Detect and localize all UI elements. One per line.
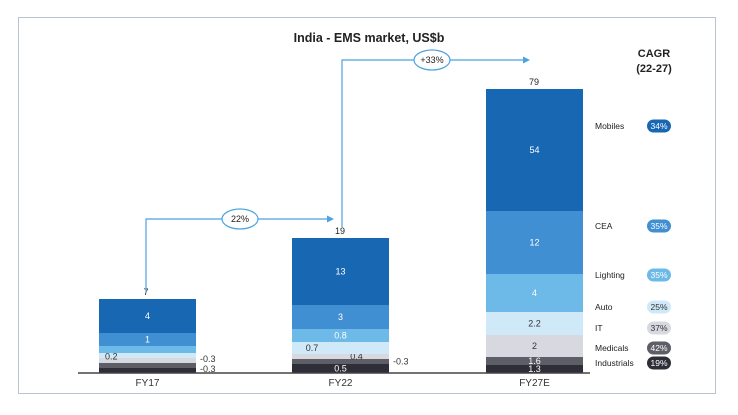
cagr-subtitle: (22-27) [636,63,672,75]
cagr-pill-it [647,321,671,335]
bar-segment-industrials-fy22 [292,364,389,373]
bar-segment-it-fy27e [486,335,583,357]
bar-segment-it-fy17 [99,358,196,363]
cagr-value-auto: 25% [650,302,667,312]
cagr-value-cea: 35% [650,221,667,231]
legend-label-mobiles: Mobiles [595,121,624,131]
legend-label-auto: Auto [595,302,613,312]
bar-segment-industrials-fy17 [99,368,196,373]
cagr-pill-mobiles [647,119,671,133]
bar-segment-mobiles-fy27e [486,89,583,211]
bar-segment-it-fy22 [292,354,389,359]
segment-label-cea-fy17: 1 [145,335,150,345]
chart-title: India - EMS market, US$b [294,31,445,45]
cagr-pill-auto [647,300,671,314]
bar-segment-medicals-fy17 [99,363,196,368]
cagr-value-lighting: 35% [650,270,667,280]
segment-label-medicals-fy17: -0.3 [200,354,216,364]
segment-label-cea-fy27e: 12 [529,238,539,248]
bar-segment-cea-fy17 [99,333,196,346]
growth-badge-2 [413,49,451,71]
legend-label-cea: CEA [595,221,613,231]
bar-segment-lighting-fy17 [99,346,196,353]
segment-label-mobiles-fy22: 13 [335,267,345,277]
bar-segment-lighting-fy22 [292,329,389,342]
segment-label-it-fy22: 0.4 [350,352,363,362]
bar-total-fy27e: 79 [529,77,539,87]
bar-segment-auto-fy17 [99,353,196,358]
bar-segment-industrials-fy27e [486,365,583,373]
segment-label-mobiles-fy17: 4 [145,311,150,321]
bar-segment-medicals-fy22 [292,359,389,364]
segment-label-lighting-fy27e: 4 [532,288,537,298]
bar-segment-medicals-fy27e [486,357,583,365]
segment-label-lighting-fy22: 0.8 [334,331,347,341]
bar-segment-lighting-fy27e [486,274,583,312]
legend-label-medicals: Medicals [595,343,629,353]
segment-label-auto-fy27e: 2.2 [528,319,541,329]
bar-segment-mobiles-fy17 [99,299,196,333]
legend-label-lighting: Lighting [595,270,625,280]
segment-label-auto-fy22: 0.7 [306,343,319,353]
growth-badge-label-2: +33% [420,55,443,65]
segment-label-industrials-fy17: -0.3 [200,364,216,374]
growth-arrowhead-2 [523,56,530,64]
bar-total-fy22: 19 [335,226,345,236]
x-tick-fy27e: FY27E [519,378,550,389]
legend-label-it: IT [595,323,603,333]
growth-badge-label-1: 22% [231,214,249,224]
growth-arrow-line-2 [341,59,524,227]
segment-label-it-fy27e: 2 [532,341,537,351]
cagr-value-medicals: 42% [650,343,667,353]
growth-badge-1 [221,208,259,230]
cagr-value-industrials: 19% [650,358,667,368]
segment-label-medicals-fy27e: 1.6 [528,356,541,366]
cagr-pill-medicals [647,341,671,355]
bar-segment-cea-fy22 [292,305,389,329]
growth-arrow-line-1 [145,218,328,292]
chart-frame [18,17,716,394]
bar-segment-auto-fy22 [292,342,389,354]
cagr-pill-cea [647,219,671,233]
segment-label-mobiles-fy27e: 54 [529,145,539,155]
segment-label-medicals-fy22: -0.3 [393,357,409,367]
cagr-value-mobiles: 34% [650,121,667,131]
bar-segment-auto-fy27e [486,312,583,335]
growth-arrowhead-1 [327,215,334,223]
cagr-pill-industrials [647,356,671,370]
cagr-pill-lighting [647,268,671,282]
cagr-value-it: 37% [650,323,667,333]
legend-label-industrials: Industrials [595,358,634,368]
segment-label-cea-fy22: 3 [338,312,343,322]
bar-segment-mobiles-fy22 [292,238,389,305]
segment-label-industrials-fy27e: 1.3 [528,364,541,374]
cagr-title: CAGR [638,48,670,60]
bar-segment-cea-fy27e [486,211,583,274]
x-tick-fy22: FY22 [329,378,353,389]
segment-label-industrials-fy22: 0.5 [334,364,347,374]
x-tick-fy17: FY17 [136,378,160,389]
segment-label-auto-fy17: 0.2 [105,352,118,362]
